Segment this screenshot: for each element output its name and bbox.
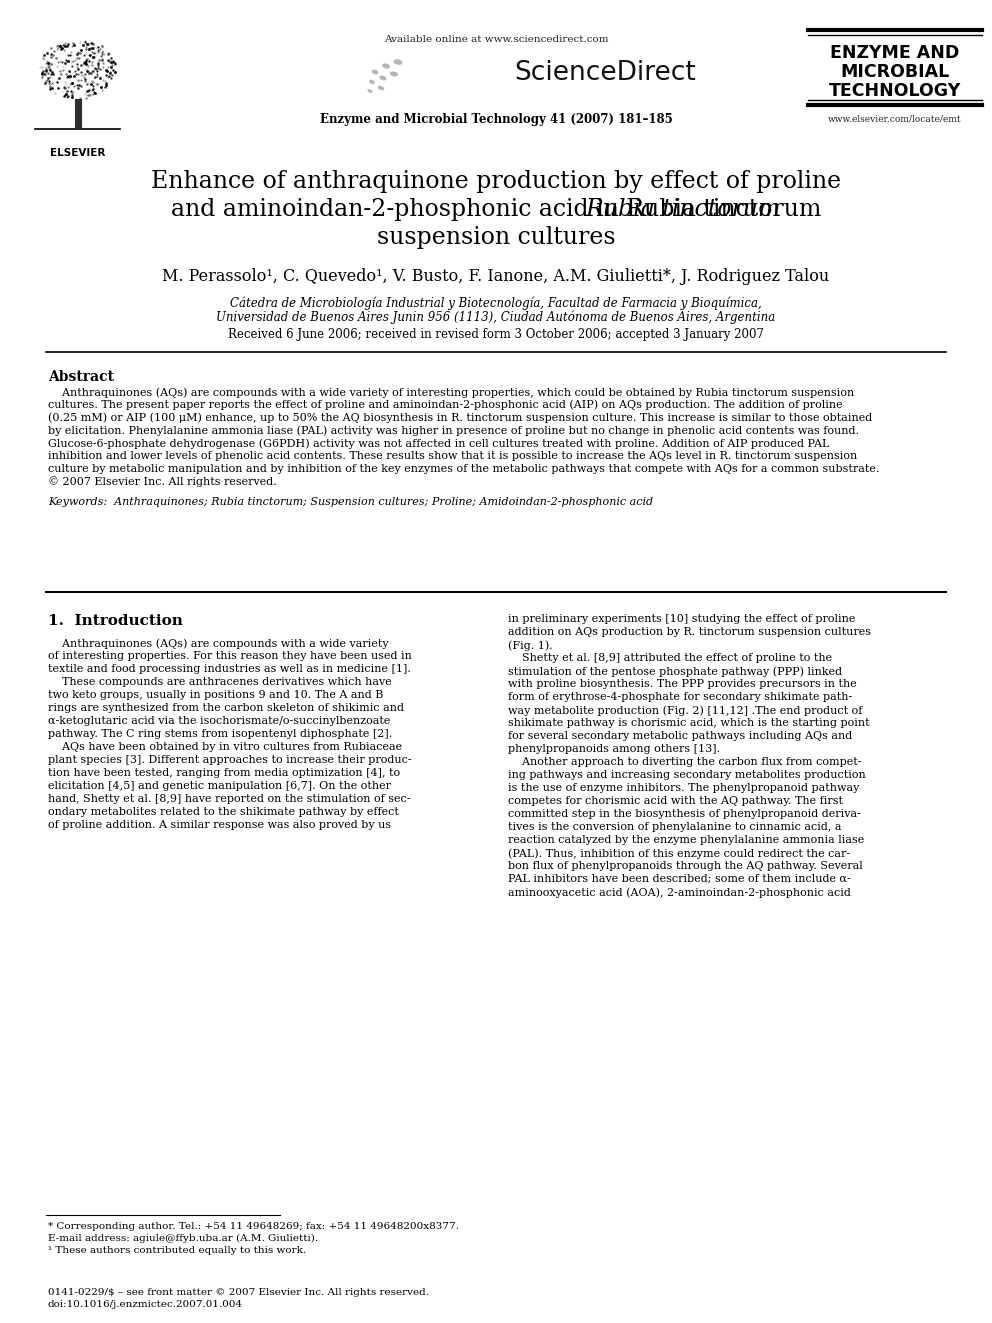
Text: of proline addition. A similar response was also proved by us: of proline addition. A similar response … (48, 820, 391, 830)
Text: competes for chorismic acid with the AQ pathway. The first: competes for chorismic acid with the AQ … (508, 796, 843, 806)
Text: ondary metabolites related to the shikimate pathway by effect: ondary metabolites related to the shikim… (48, 807, 399, 818)
Text: PAL inhibitors have been described; some of them include α-: PAL inhibitors have been described; some… (508, 875, 851, 884)
Text: hand, Shetty et al. [8,9] have reported on the stimulation of sec-: hand, Shetty et al. [8,9] have reported … (48, 794, 411, 804)
Text: Enhance of anthraquinone production by effect of proline: Enhance of anthraquinone production by e… (151, 169, 841, 193)
Ellipse shape (379, 75, 387, 81)
Text: © 2007 Elsevier Inc. All rights reserved.: © 2007 Elsevier Inc. All rights reserved… (48, 476, 277, 487)
Text: Keywords:  Anthraquinones; Rubia tinctorum; Suspension cultures; Proline; Amidoi: Keywords: Anthraquinones; Rubia tinctoru… (48, 497, 653, 508)
Text: Available online at www.sciencedirect.com: Available online at www.sciencedirect.co… (384, 34, 608, 44)
Text: tion have been tested, ranging from media optimization [4], to: tion have been tested, ranging from medi… (48, 767, 400, 778)
Text: textile and food processing industries as well as in medicine [1].: textile and food processing industries a… (48, 664, 411, 673)
Text: suspension cultures: suspension cultures (377, 226, 615, 249)
Text: pathway. The C ring stems from isopentenyl diphosphate [2].: pathway. The C ring stems from isopenten… (48, 729, 392, 740)
Text: ¹ These authors contributed equally to this work.: ¹ These authors contributed equally to t… (48, 1246, 307, 1256)
Text: Anthraquinones (AQs) are compounds with a wide variety: Anthraquinones (AQs) are compounds with … (48, 638, 389, 648)
Text: * Corresponding author. Tel.: +54 11 49648269; fax: +54 11 49648200x8377.: * Corresponding author. Tel.: +54 11 496… (48, 1222, 459, 1230)
Text: www.elsevier.com/locate/emt: www.elsevier.com/locate/emt (828, 114, 962, 123)
Text: way metabolite production (Fig. 2) [11,12] .The end product of: way metabolite production (Fig. 2) [11,1… (508, 705, 862, 716)
Text: ELSEVIER: ELSEVIER (50, 148, 105, 157)
Text: elicitation [4,5] and genetic manipulation [6,7]. On the other: elicitation [4,5] and genetic manipulati… (48, 781, 391, 791)
Text: ENZYME AND: ENZYME AND (830, 44, 959, 62)
Ellipse shape (382, 64, 390, 69)
Text: These compounds are anthracenes derivatives which have: These compounds are anthracenes derivati… (48, 677, 392, 687)
Text: MICROBIAL: MICROBIAL (840, 64, 949, 81)
Text: inhibition and lower levels of phenolic acid contents. These results show that i: inhibition and lower levels of phenolic … (48, 451, 857, 460)
Text: phenylpropanoids among others [13].: phenylpropanoids among others [13]. (508, 744, 720, 754)
Text: shikimate pathway is chorismic acid, which is the starting point: shikimate pathway is chorismic acid, whi… (508, 718, 870, 728)
Text: Abstract: Abstract (48, 370, 114, 384)
Ellipse shape (372, 70, 378, 74)
Text: ScienceDirect: ScienceDirect (514, 60, 695, 86)
Text: Anthraquinones (AQs) are compounds with a wide variety of interesting properties: Anthraquinones (AQs) are compounds with … (48, 388, 854, 398)
Ellipse shape (390, 71, 398, 77)
Text: reaction catalyzed by the enzyme phenylalanine ammonia liase: reaction catalyzed by the enzyme phenyla… (508, 835, 864, 845)
Text: Shetty et al. [8,9] attributed the effect of proline to the: Shetty et al. [8,9] attributed the effec… (508, 654, 832, 663)
Text: Received 6 June 2006; received in revised form 3 October 2006; accepted 3 Januar: Received 6 June 2006; received in revise… (228, 328, 764, 341)
Text: (PAL). Thus, inhibition of this enzyme could redirect the car-: (PAL). Thus, inhibition of this enzyme c… (508, 848, 850, 859)
Text: aminooxyacetic acid (AOA), 2-aminoindan-2-phosphonic acid: aminooxyacetic acid (AOA), 2-aminoindan-… (508, 886, 851, 897)
Text: ing pathways and increasing secondary metabolites production: ing pathways and increasing secondary me… (508, 770, 866, 781)
Text: of interesting properties. For this reason they have been used in: of interesting properties. For this reas… (48, 651, 412, 662)
Ellipse shape (369, 79, 375, 85)
Text: (Fig. 1).: (Fig. 1). (508, 640, 553, 651)
Text: by elicitation. Phenylalanine ammonia liase (PAL) activity was higher in presenc: by elicitation. Phenylalanine ammonia li… (48, 426, 859, 437)
Text: committed step in the biosynthesis of phenylpropanoid deriva-: committed step in the biosynthesis of ph… (508, 808, 861, 819)
Text: AQs have been obtained by in vitro cultures from Rubiaceae: AQs have been obtained by in vitro cultu… (48, 742, 402, 751)
Ellipse shape (367, 89, 373, 93)
Text: tives is the conversion of phenylalanine to cinnamic acid, a: tives is the conversion of phenylalanine… (508, 822, 841, 832)
Ellipse shape (394, 60, 403, 65)
Text: doi:10.1016/j.enzmictec.2007.01.004: doi:10.1016/j.enzmictec.2007.01.004 (48, 1301, 243, 1308)
Text: 1.  Introduction: 1. Introduction (48, 614, 183, 628)
Text: α-ketoglutaric acid via the isochorismate/o-succinylbenzoate: α-ketoglutaric acid via the isochorismat… (48, 716, 391, 726)
Text: culture by metabolic manipulation and by inhibition of the key enzymes of the me: culture by metabolic manipulation and by… (48, 464, 879, 474)
Text: with proline biosynthesis. The PPP provides precursors in the: with proline biosynthesis. The PPP provi… (508, 679, 857, 689)
Text: Cátedra de Microbiología Industrial y Biotecnología, Facultad de Farmacia y Bioq: Cátedra de Microbiología Industrial y Bi… (230, 296, 762, 310)
Text: two keto groups, usually in positions 9 and 10. The A and B: two keto groups, usually in positions 9 … (48, 691, 383, 700)
Text: addition on AQs production by R. tinctorum suspension cultures: addition on AQs production by R. tinctor… (508, 627, 871, 636)
Text: Rubia tinctorum: Rubia tinctorum (585, 198, 781, 221)
Text: and aminoindan-2-phosphonic acid in Rubia tinctorum: and aminoindan-2-phosphonic acid in Rubi… (171, 198, 821, 221)
Text: Another approach to diverting the carbon flux from compet-: Another approach to diverting the carbon… (508, 757, 861, 767)
Text: Enzyme and Microbial Technology 41 (2007) 181–185: Enzyme and Microbial Technology 41 (2007… (319, 112, 673, 126)
Text: (0.25 mM) or AIP (100 μM) enhance, up to 50% the AQ biosynthesis in R. tinctorum: (0.25 mM) or AIP (100 μM) enhance, up to… (48, 413, 872, 423)
Text: Universidad de Buenos Aires Junin 956 (1113), Ciudad Autónoma de Buenos Aires, A: Universidad de Buenos Aires Junin 956 (1… (216, 310, 776, 324)
Text: form of erythrose-4-phosphate for secondary shikimate path-: form of erythrose-4-phosphate for second… (508, 692, 852, 703)
Text: rings are synthesized from the carbon skeleton of shikimic and: rings are synthesized from the carbon sk… (48, 703, 404, 713)
Text: stimulation of the pentose phosphate pathway (PPP) linked: stimulation of the pentose phosphate pat… (508, 665, 842, 676)
Text: is the use of enzyme inhibitors. The phenylpropanoid pathway: is the use of enzyme inhibitors. The phe… (508, 783, 859, 792)
Text: M. Perassolo¹, C. Quevedo¹, V. Busto, F. Ianone, A.M. Giulietti*, J. Rodriguez T: M. Perassolo¹, C. Quevedo¹, V. Busto, F.… (163, 269, 829, 284)
Text: in preliminary experiments [10] studying the effect of proline: in preliminary experiments [10] studying… (508, 614, 855, 624)
Text: plant species [3]. Different approaches to increase their produc-: plant species [3]. Different approaches … (48, 755, 412, 765)
Text: for several secondary metabolic pathways including AQs and: for several secondary metabolic pathways… (508, 732, 852, 741)
Text: E-mail address: agiule@ffyb.uba.ar (A.M. Giulietti).: E-mail address: agiule@ffyb.uba.ar (A.M.… (48, 1234, 318, 1244)
Text: bon flux of phenylpropanoids through the AQ pathway. Several: bon flux of phenylpropanoids through the… (508, 861, 863, 871)
Text: 0141-0229/$ – see front matter © 2007 Elsevier Inc. All rights reserved.: 0141-0229/$ – see front matter © 2007 El… (48, 1289, 429, 1297)
Ellipse shape (378, 86, 384, 90)
Text: cultures. The present paper reports the effect of proline and aminoindan-2-phosp: cultures. The present paper reports the … (48, 400, 842, 410)
Text: TECHNOLOGY: TECHNOLOGY (829, 82, 961, 101)
Text: Glucose-6-phosphate dehydrogenase (G6PDH) activity was not affected in cell cult: Glucose-6-phosphate dehydrogenase (G6PDH… (48, 438, 829, 448)
